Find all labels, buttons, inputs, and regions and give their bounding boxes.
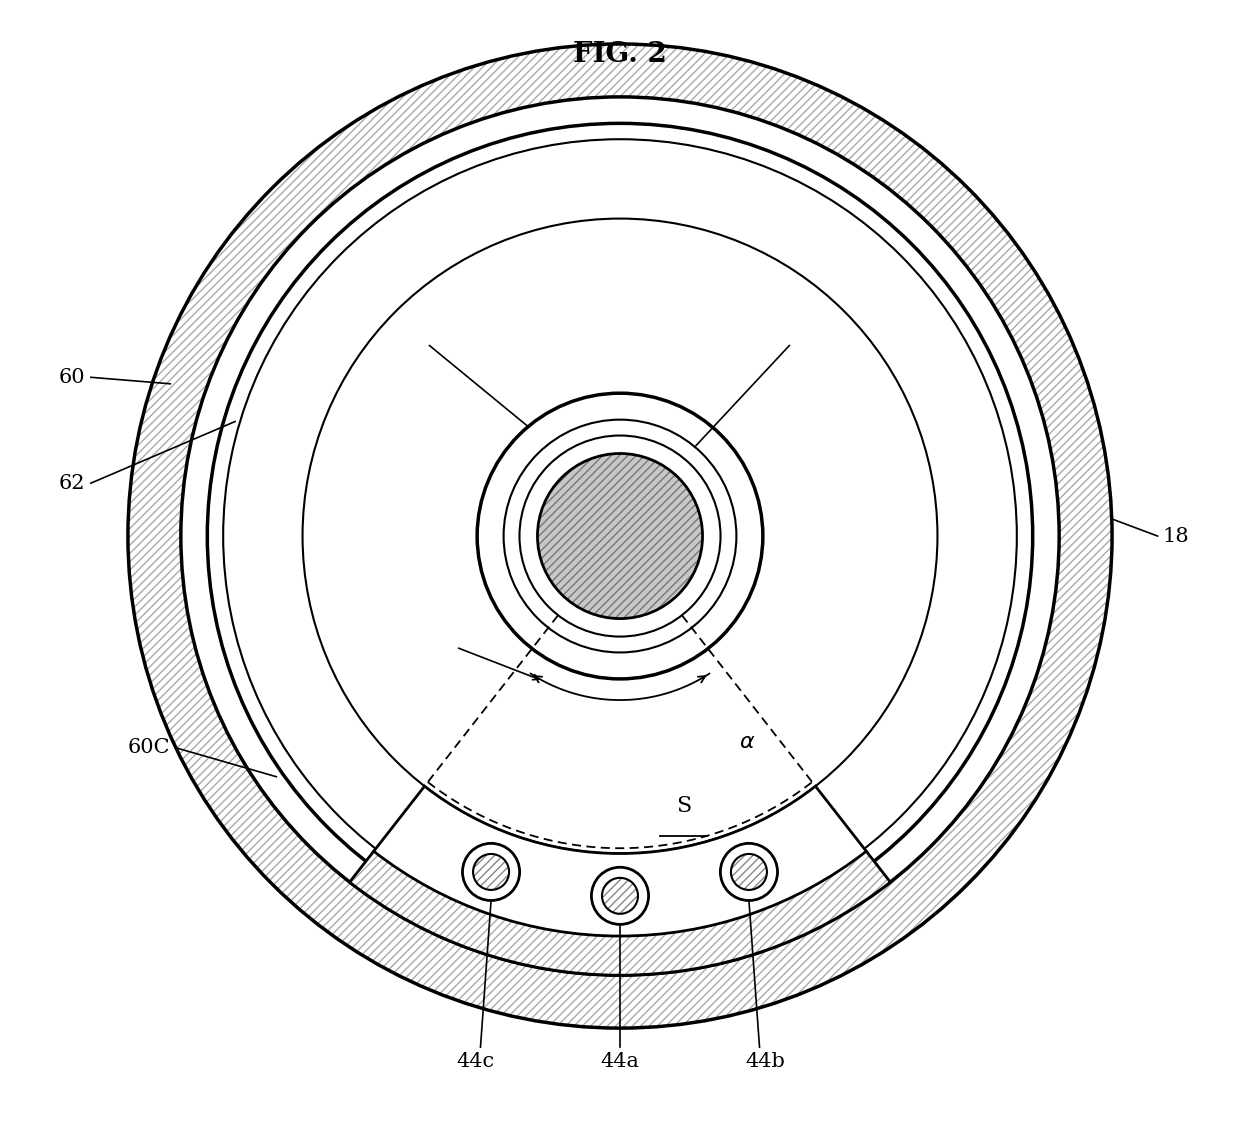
Text: 60B: 60B — [382, 336, 424, 356]
Text: 62: 62 — [60, 474, 86, 493]
Text: 60C: 60C — [128, 738, 170, 757]
Text: $\alpha$: $\alpha$ — [739, 731, 755, 754]
Text: 62A: 62A — [409, 638, 450, 657]
Circle shape — [477, 394, 763, 678]
Text: 28: 28 — [795, 336, 821, 356]
Circle shape — [207, 124, 1033, 948]
Circle shape — [720, 844, 777, 900]
Circle shape — [601, 878, 639, 914]
Circle shape — [520, 435, 720, 637]
Circle shape — [591, 867, 649, 925]
Circle shape — [730, 854, 766, 890]
Text: FIG. 2: FIG. 2 — [573, 42, 667, 69]
Text: 44b: 44b — [745, 1053, 785, 1071]
Text: S: S — [676, 795, 691, 817]
Text: 44c: 44c — [456, 1053, 495, 1071]
Circle shape — [463, 844, 520, 900]
Text: 60: 60 — [60, 368, 86, 387]
Circle shape — [503, 420, 737, 652]
Text: 44a: 44a — [600, 1053, 640, 1071]
Wedge shape — [128, 44, 1112, 1028]
Wedge shape — [372, 786, 868, 938]
Wedge shape — [350, 852, 890, 975]
Text: 18: 18 — [1163, 526, 1189, 546]
Circle shape — [537, 453, 703, 619]
Circle shape — [474, 854, 510, 890]
